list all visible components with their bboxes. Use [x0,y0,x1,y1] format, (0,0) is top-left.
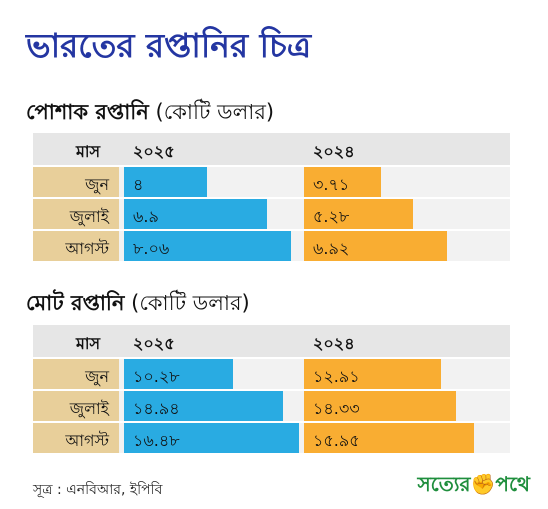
chart-2-title-text: মোট রপ্তানি [26,291,125,315]
chart-2-unit: (কোটি ডলার) [131,291,250,315]
data-label-2025: ৪ [133,175,144,194]
data-label-2025: ১৬.৪৮ [133,431,180,450]
bar-2024 [304,199,413,229]
table-row: জুলাই ১৪.৯৪ ১৪.৩৩ [33,391,510,421]
data-label-2024: ১২.৯১ [313,367,360,386]
month-label: জুলাই [69,207,109,226]
source-note: সূত্র : এনবিআর, ইপিবি [33,482,163,498]
chart-2-table: মাস ২০২৫ ২০২৪ জুন ১০.২৮ ১২.৯১ জুলাই ১৪.৯৪ ১৪.… [33,325,510,453]
month-cell: জুন [33,167,119,197]
logo: সত্যের✊পথে [417,470,530,503]
bar-2024 [304,423,474,453]
data-label-2024: ১৪.৩৩ [313,399,360,418]
table-row: আগস্ট ৮.০৬ ৬.৯২ [33,231,510,261]
chart-2-header-month: মাস [76,334,101,353]
chart-1-title-text: পোশাক রপ্তানি [26,100,149,124]
data-label-2024: ১৫.৯৫ [313,431,360,450]
logo-text-2: পথে [495,472,530,496]
bar-2025 [124,231,291,261]
fist-icon: ✊ [470,472,496,496]
chart-1-header-month: মাস [76,142,101,161]
bar-2024 [304,167,381,197]
bar-2025 [124,391,283,421]
month-cell: জুন [33,359,119,389]
month-cell: আগস্ট [33,231,119,261]
table-row: জুন ৪ ৩.৭১ [33,167,510,197]
chart-1-title: পোশাক রপ্তানি (কোটি ডলার) [26,96,274,131]
bar-2025 [124,359,233,389]
bar-2024 [304,231,447,261]
data-label-2024: ৩.৭১ [313,175,350,194]
data-label-2024: ৬.৯২ [313,239,350,258]
data-label-2025: ৬.৯ [133,207,159,226]
table-row: জুন ১০.২৮ ১২.৯১ [33,359,510,389]
chart-1-header: মাস ২০২৫ ২০২৪ [33,133,510,165]
table-row: জুলাই ৬.৯ ৫.২৮ [33,199,510,229]
data-label-2024: ৫.২৮ [313,207,350,226]
chart-1-unit: (কোটি ডলার) [155,100,275,124]
data-label-2025: ১০.২৮ [133,367,180,386]
chart-2-header-2025: ২০২৫ [133,334,175,353]
month-label: আগস্ট [65,431,109,450]
chart-1-header-2025: ২০২৫ [133,142,175,161]
data-label-2025: ৮.০৬ [133,239,170,258]
chart-2-header: মাস ২০২৫ ২০২৪ [33,325,510,357]
bar-2025 [124,199,267,229]
bar-2025 [124,167,207,197]
chart-2-header-2024: ২০২৪ [313,334,355,353]
month-label: জুন [85,367,109,386]
page-title: ভারতের রপ্তানির চিত্র [26,26,312,65]
month-cell: জুলাই [33,391,119,421]
chart-1-table: মাস ২০২৫ ২০২৪ জুন ৪ ৩.৭১ জুলাই ৬.৯ ৫.২৮ আগস্ট ৮… [33,133,510,261]
chart-1-header-2024: ২০২৪ [313,142,355,161]
month-cell: জুলাই [33,199,119,229]
chart-2-title: মোট রপ্তানি (কোটি ডলার) [26,287,250,322]
logo-text-1: সত্যের [417,472,471,496]
month-label: জুন [85,175,109,194]
month-label: আগস্ট [65,239,109,258]
table-row: আগস্ট ১৬.৪৮ ১৫.৯৫ [33,423,510,453]
bar-2025 [124,423,299,453]
bar-2024 [304,359,441,389]
bar-2024 [304,391,456,421]
month-cell: আগস্ট [33,423,119,453]
month-label: জুলাই [69,399,109,418]
data-label-2025: ১৪.৯৪ [133,399,180,418]
